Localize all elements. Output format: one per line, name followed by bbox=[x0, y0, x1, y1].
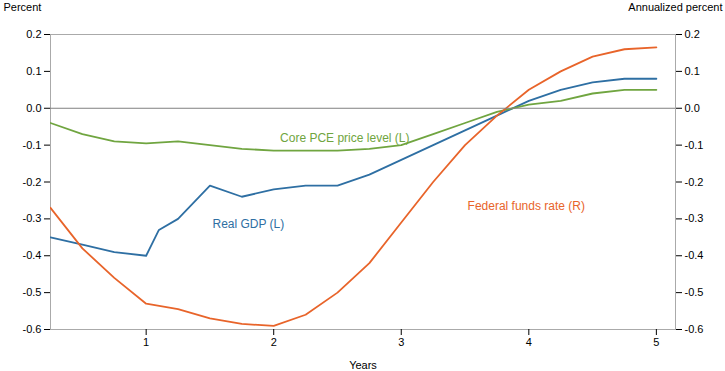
svg-text:4: 4 bbox=[526, 336, 532, 348]
svg-text:Annualized percent: Annualized percent bbox=[628, 1, 722, 13]
svg-text:-0.1: -0.1 bbox=[685, 139, 704, 151]
svg-text:0.0: 0.0 bbox=[26, 102, 41, 114]
svg-text:Federal funds rate (R): Federal funds rate (R) bbox=[468, 199, 585, 213]
svg-text:-0.4: -0.4 bbox=[23, 249, 42, 261]
svg-text:0.1: 0.1 bbox=[26, 65, 41, 77]
svg-text:Percent: Percent bbox=[4, 1, 42, 13]
svg-text:1: 1 bbox=[143, 336, 149, 348]
svg-text:3: 3 bbox=[398, 336, 404, 348]
svg-text:-0.2: -0.2 bbox=[685, 176, 704, 188]
svg-text:-0.4: -0.4 bbox=[685, 249, 704, 261]
svg-text:0.2: 0.2 bbox=[26, 28, 41, 40]
svg-text:0.2: 0.2 bbox=[685, 28, 700, 40]
svg-text:-0.3: -0.3 bbox=[23, 212, 42, 224]
svg-text:-0.1: -0.1 bbox=[23, 139, 42, 151]
svg-text:Years: Years bbox=[349, 359, 377, 371]
svg-text:-0.6: -0.6 bbox=[23, 323, 42, 335]
svg-text:-0.2: -0.2 bbox=[23, 176, 42, 188]
svg-text:0.1: 0.1 bbox=[685, 65, 700, 77]
svg-text:-0.6: -0.6 bbox=[685, 323, 704, 335]
svg-text:-0.3: -0.3 bbox=[685, 212, 704, 224]
svg-text:Real GDP (L): Real GDP (L) bbox=[212, 217, 284, 231]
svg-text:Core PCE price level (L): Core PCE price level (L) bbox=[280, 131, 409, 145]
svg-text:-0.5: -0.5 bbox=[685, 286, 704, 298]
svg-text:0.0: 0.0 bbox=[685, 102, 700, 114]
svg-text:-0.5: -0.5 bbox=[23, 286, 42, 298]
svg-text:2: 2 bbox=[271, 336, 277, 348]
svg-text:5: 5 bbox=[653, 336, 659, 348]
